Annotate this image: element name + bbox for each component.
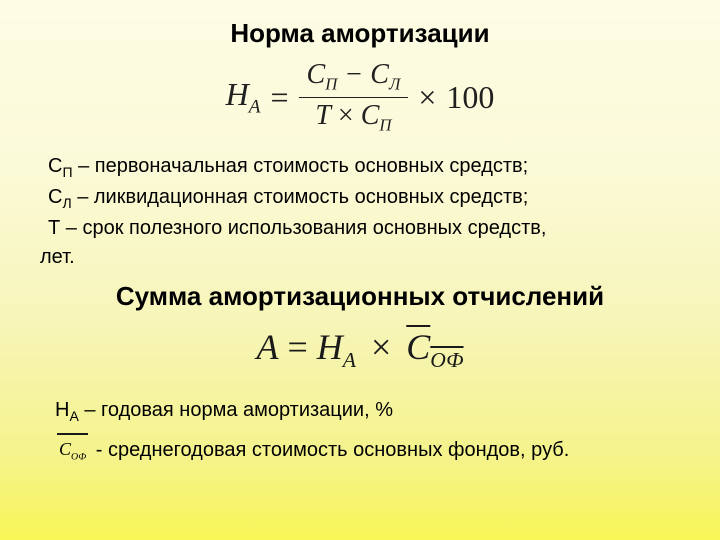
definitions-2: НА – годовая норма амортизации, % СОФ - … <box>30 395 690 465</box>
f1-den-a: Т <box>315 100 331 131</box>
def1-sub-0: П <box>62 164 72 180</box>
f2-b-var: С <box>406 327 430 367</box>
def2-line-1: СОФ - среднегодовая стоимость основных ф… <box>55 435 665 465</box>
f1-num-b: С <box>370 59 389 90</box>
definitions-1: СП – первоначальная стоимость основных с… <box>30 153 690 271</box>
f2-lhs: А <box>256 327 278 367</box>
def2-line-0: НА – годовая норма амортизации, % <box>55 395 665 427</box>
def1-text-1: – ликвидационная стоимость основных сред… <box>72 186 529 208</box>
formula-2: А = НА × СОФ <box>30 326 690 373</box>
f1-minus: − <box>344 59 363 90</box>
f2-b-sub: ОФ <box>430 348 463 372</box>
f1-eq: = <box>270 79 288 116</box>
def2-sym-0: Н <box>55 399 69 421</box>
f1-num-b-sub: Л <box>389 75 400 94</box>
f1-den-b-sub: П <box>379 115 391 134</box>
f1-hundred: 100 <box>446 79 494 116</box>
f1-den-b: С <box>361 100 380 131</box>
def2-inline-formula: СОФ <box>55 436 90 465</box>
def2-text-0: – годовая норма амортизации, % <box>79 399 393 421</box>
f1-den: Т × СП <box>307 98 399 136</box>
def1-sym-1: С <box>48 186 62 208</box>
f2-a-sub: А <box>343 348 356 372</box>
formula-1: НА = СП − СЛ Т × СП × 100 <box>226 59 495 135</box>
subtitle: Сумма амортизационных отчислений <box>30 281 690 312</box>
overline-bar <box>57 433 88 435</box>
f1-tail-times: × <box>418 79 436 116</box>
f2-a-var: Н <box>317 327 343 367</box>
def2-f-var: С <box>59 439 71 459</box>
def2-f-text: - среднегодовая стоимость основных фондо… <box>96 439 570 461</box>
def1-line-1: СЛ – ликвидационная стоимость основных с… <box>40 184 680 213</box>
f1-num-a-sub: П <box>325 75 337 94</box>
def1-text-2: – срок полезного использования основных … <box>60 217 546 239</box>
def1-sym-2: Т <box>48 217 60 239</box>
title-1: Норма амортизации <box>30 18 690 49</box>
def1-text-0: – первоначальная стоимость основных сред… <box>73 155 529 177</box>
f2-times: × <box>371 327 391 367</box>
f1-fraction: СП − СЛ Т × СП <box>299 59 409 135</box>
def1-tail: лет. <box>40 244 680 271</box>
f2-b: СОФ <box>406 327 463 367</box>
f2-eq: = <box>287 327 307 367</box>
f1-den-times: × <box>338 100 354 131</box>
def1-line-0: СП – первоначальная стоимость основных с… <box>40 153 680 182</box>
def2-sub-0: А <box>69 408 78 424</box>
def2-f-sub: ОФ <box>71 452 86 463</box>
f1-lhs-var: Н <box>226 76 249 112</box>
f2-a: НА <box>317 327 356 367</box>
f1-lhs: НА <box>226 76 261 118</box>
f1-num: СП − СЛ <box>299 59 409 98</box>
f1-num-a: С <box>307 59 326 90</box>
def1-line-2: Т – срок полезного использования основны… <box>40 215 680 242</box>
f1-lhs-sub: А <box>249 96 261 117</box>
formula-1-container: НА = СП − СЛ Т × СП × 100 <box>30 59 690 135</box>
def1-sub-1: Л <box>62 195 71 211</box>
def1-sym-0: С <box>48 155 62 177</box>
